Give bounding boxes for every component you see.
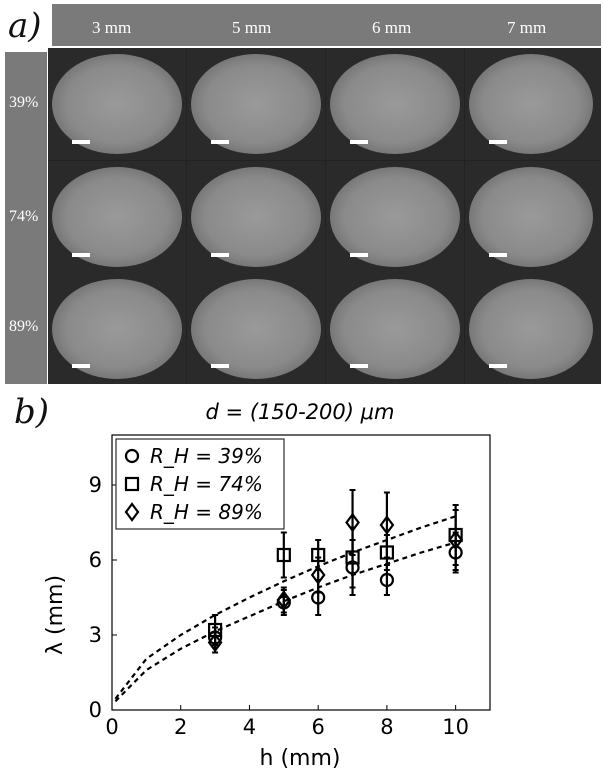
scale-bar — [72, 253, 90, 257]
image-39-3mm — [48, 48, 186, 160]
data-point-diamond — [448, 530, 464, 550]
y-tick-label: 9 — [89, 473, 102, 497]
panel-b-label: b) — [14, 392, 50, 432]
scale-bar — [350, 364, 368, 368]
scale-bar — [350, 253, 368, 257]
fit-curve — [114, 515, 456, 700]
x-tick-label: 10 — [442, 715, 469, 739]
legend-box — [115, 438, 285, 530]
column-header-bar: 3 mm 5 mm 6 mm 7 mm — [52, 4, 601, 46]
scale-bar — [489, 140, 507, 144]
legend-marker-square — [124, 476, 140, 492]
column-label-4: 7 mm — [507, 18, 547, 37]
y-tick-label: 6 — [89, 548, 102, 572]
panel-a-label: a) — [8, 6, 42, 46]
image-89-3mm — [48, 273, 186, 384]
data-point-square — [276, 547, 291, 563]
column-label-1: 3 mm — [92, 18, 132, 37]
scale-bar — [72, 140, 90, 144]
data-point-diamond — [310, 565, 326, 585]
scale-bar — [211, 253, 229, 257]
scale-bar — [350, 140, 368, 144]
x-axis-label: h (mm) — [260, 746, 341, 771]
image-74-3mm — [48, 161, 186, 273]
image-74-5mm — [187, 161, 325, 273]
x-tick-label: 0 — [105, 715, 118, 739]
legend-entry: R_H = 74% — [150, 472, 263, 496]
scale-bar — [211, 140, 229, 144]
image-grid — [48, 48, 601, 384]
image-39-5mm — [187, 48, 325, 160]
row-label-1: 39% — [9, 94, 39, 111]
legend-marker-circle — [124, 448, 140, 464]
legend-entry: R_H = 89% — [150, 500, 263, 524]
row-label-3: 89% — [9, 318, 39, 335]
image-39-7mm — [465, 48, 601, 160]
plot-frame — [111, 434, 491, 711]
y-tick-label: 0 — [89, 698, 102, 722]
legend-entry: R_H = 39% — [150, 444, 263, 468]
image-74-7mm — [465, 161, 601, 273]
image-74-6mm — [326, 161, 464, 273]
image-89-6mm — [326, 273, 464, 384]
data-point-circle — [379, 572, 395, 588]
scale-bar — [211, 364, 229, 368]
data-point-diamond — [276, 590, 292, 610]
image-39-6mm — [326, 48, 464, 160]
chart-title: d = (150-200) μm — [206, 400, 395, 424]
data-point-diamond — [345, 512, 360, 533]
x-tick-label: 2 — [174, 715, 187, 739]
scale-bar — [72, 364, 90, 368]
scale-bar — [489, 364, 507, 368]
row-label-2: 74% — [9, 208, 39, 225]
row-header-bar: 39% 74% 89% — [5, 52, 47, 384]
legend-marker-diamond — [124, 502, 140, 522]
plot-area: 0 2 4 6 8 10 0 3 6 9 — [89, 434, 491, 739]
column-label-2: 5 mm — [232, 18, 272, 37]
column-label-3: 6 mm — [372, 18, 412, 37]
x-tick-label: 8 — [380, 715, 393, 739]
image-89-7mm — [465, 273, 601, 384]
y-tick-label: 3 — [89, 623, 102, 647]
legend: R_H = 39% R_H = 74% R_H = 89% — [115, 438, 285, 530]
y-axis-label: λ (mm) — [43, 575, 68, 655]
data-point-diamond — [207, 632, 223, 653]
fit-curve — [114, 541, 456, 703]
x-tick-label: 4 — [243, 715, 256, 739]
image-89-5mm — [187, 273, 325, 384]
x-tick-label: 6 — [311, 715, 324, 739]
scale-bar — [489, 253, 507, 257]
data-point-diamond — [379, 515, 395, 535]
